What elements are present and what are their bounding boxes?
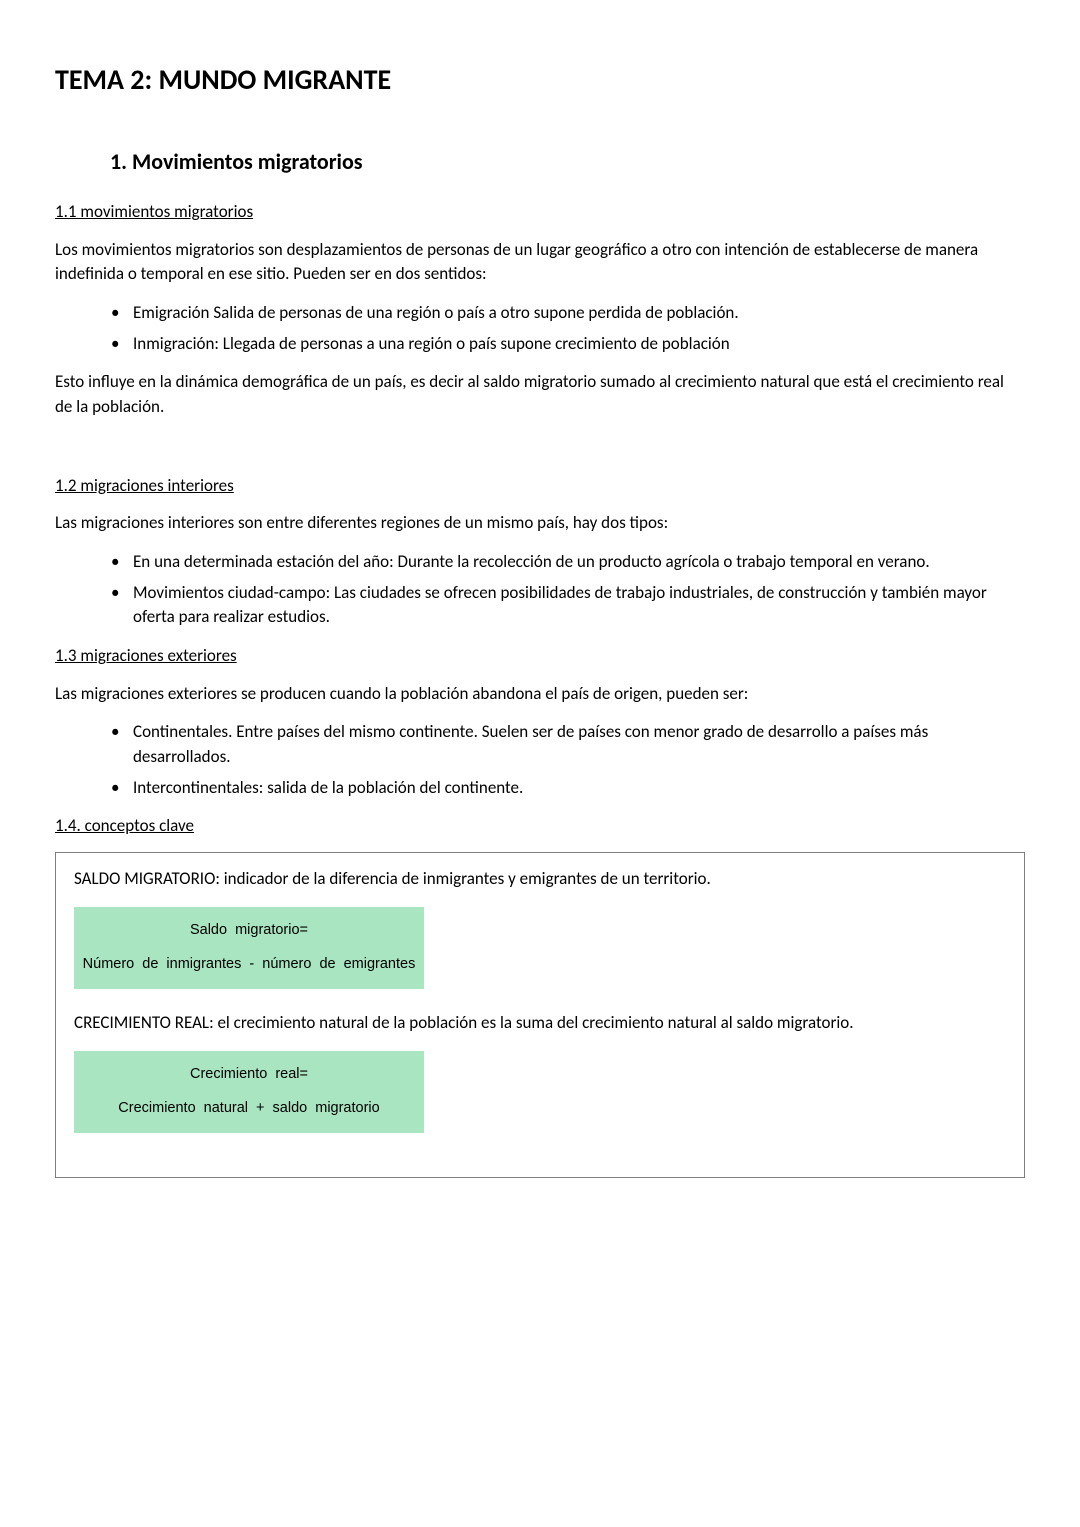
concept-saldo-migratorio: SALDO MIGRATORIO: indicador de la difere… <box>74 867 1006 891</box>
document-title: TEMA 2: MUNDO MIGRANTE <box>55 60 1025 99</box>
section-1-heading: 1. Movimientos migratorios <box>110 147 1025 178</box>
concept-crecimiento-real: CRECIMIENTO REAL: el crecimiento natural… <box>74 1011 1006 1035</box>
list-item: Emigración Salida de personas de una reg… <box>133 301 1025 326</box>
formula-title: Saldo migratorio= <box>82 917 416 943</box>
list-item: Intercontinentales: salida de la poblaci… <box>133 776 1025 801</box>
subsection-1-1-closing: Esto influye en la dinámica demográfica … <box>55 370 1025 419</box>
list-item: Inmigración: Llegada de personas a una r… <box>133 332 1025 357</box>
list-item: En una determinada estación del año: Dur… <box>133 550 1025 575</box>
formula-crecimiento-real: Crecimiento real= Crecimiento natural + … <box>74 1051 424 1133</box>
formula-saldo-migratorio: Saldo migratorio= Número de inmigrantes … <box>74 907 424 989</box>
subsection-1-1-intro: Los movimientos migratorios son desplaza… <box>55 238 1025 287</box>
list-item: Continentales. Entre países del mismo co… <box>133 720 1025 769</box>
subsection-1-3-intro: Las migraciones exteriores se producen c… <box>55 682 1025 707</box>
subsection-1-2-intro: Las migraciones interiores son entre dif… <box>55 511 1025 536</box>
subsection-1-1-list: Emigración Salida de personas de una reg… <box>55 301 1025 356</box>
formula-body: Crecimiento natural + saldo migratorio <box>82 1095 416 1121</box>
subsection-1-4-title: 1.4. conceptos clave <box>55 814 1025 838</box>
formula-title: Crecimiento real= <box>82 1061 416 1087</box>
subsection-1-3-list: Continentales. Entre países del mismo co… <box>55 720 1025 800</box>
subsection-1-3-title: 1.3 migraciones exteriores <box>55 644 1025 668</box>
list-item: Movimientos ciudad-campo: Las ciudades s… <box>133 581 1025 630</box>
formula-body: Número de inmigrantes - número de emigra… <box>82 951 416 977</box>
concepts-box: SALDO MIGRATORIO: indicador de la difere… <box>55 852 1025 1178</box>
subsection-1-1-title: 1.1 movimientos migratorios <box>55 200 1025 224</box>
subsection-1-2-list: En una determinada estación del año: Dur… <box>55 550 1025 630</box>
subsection-1-2-title: 1.2 migraciones interiores <box>55 474 1025 498</box>
